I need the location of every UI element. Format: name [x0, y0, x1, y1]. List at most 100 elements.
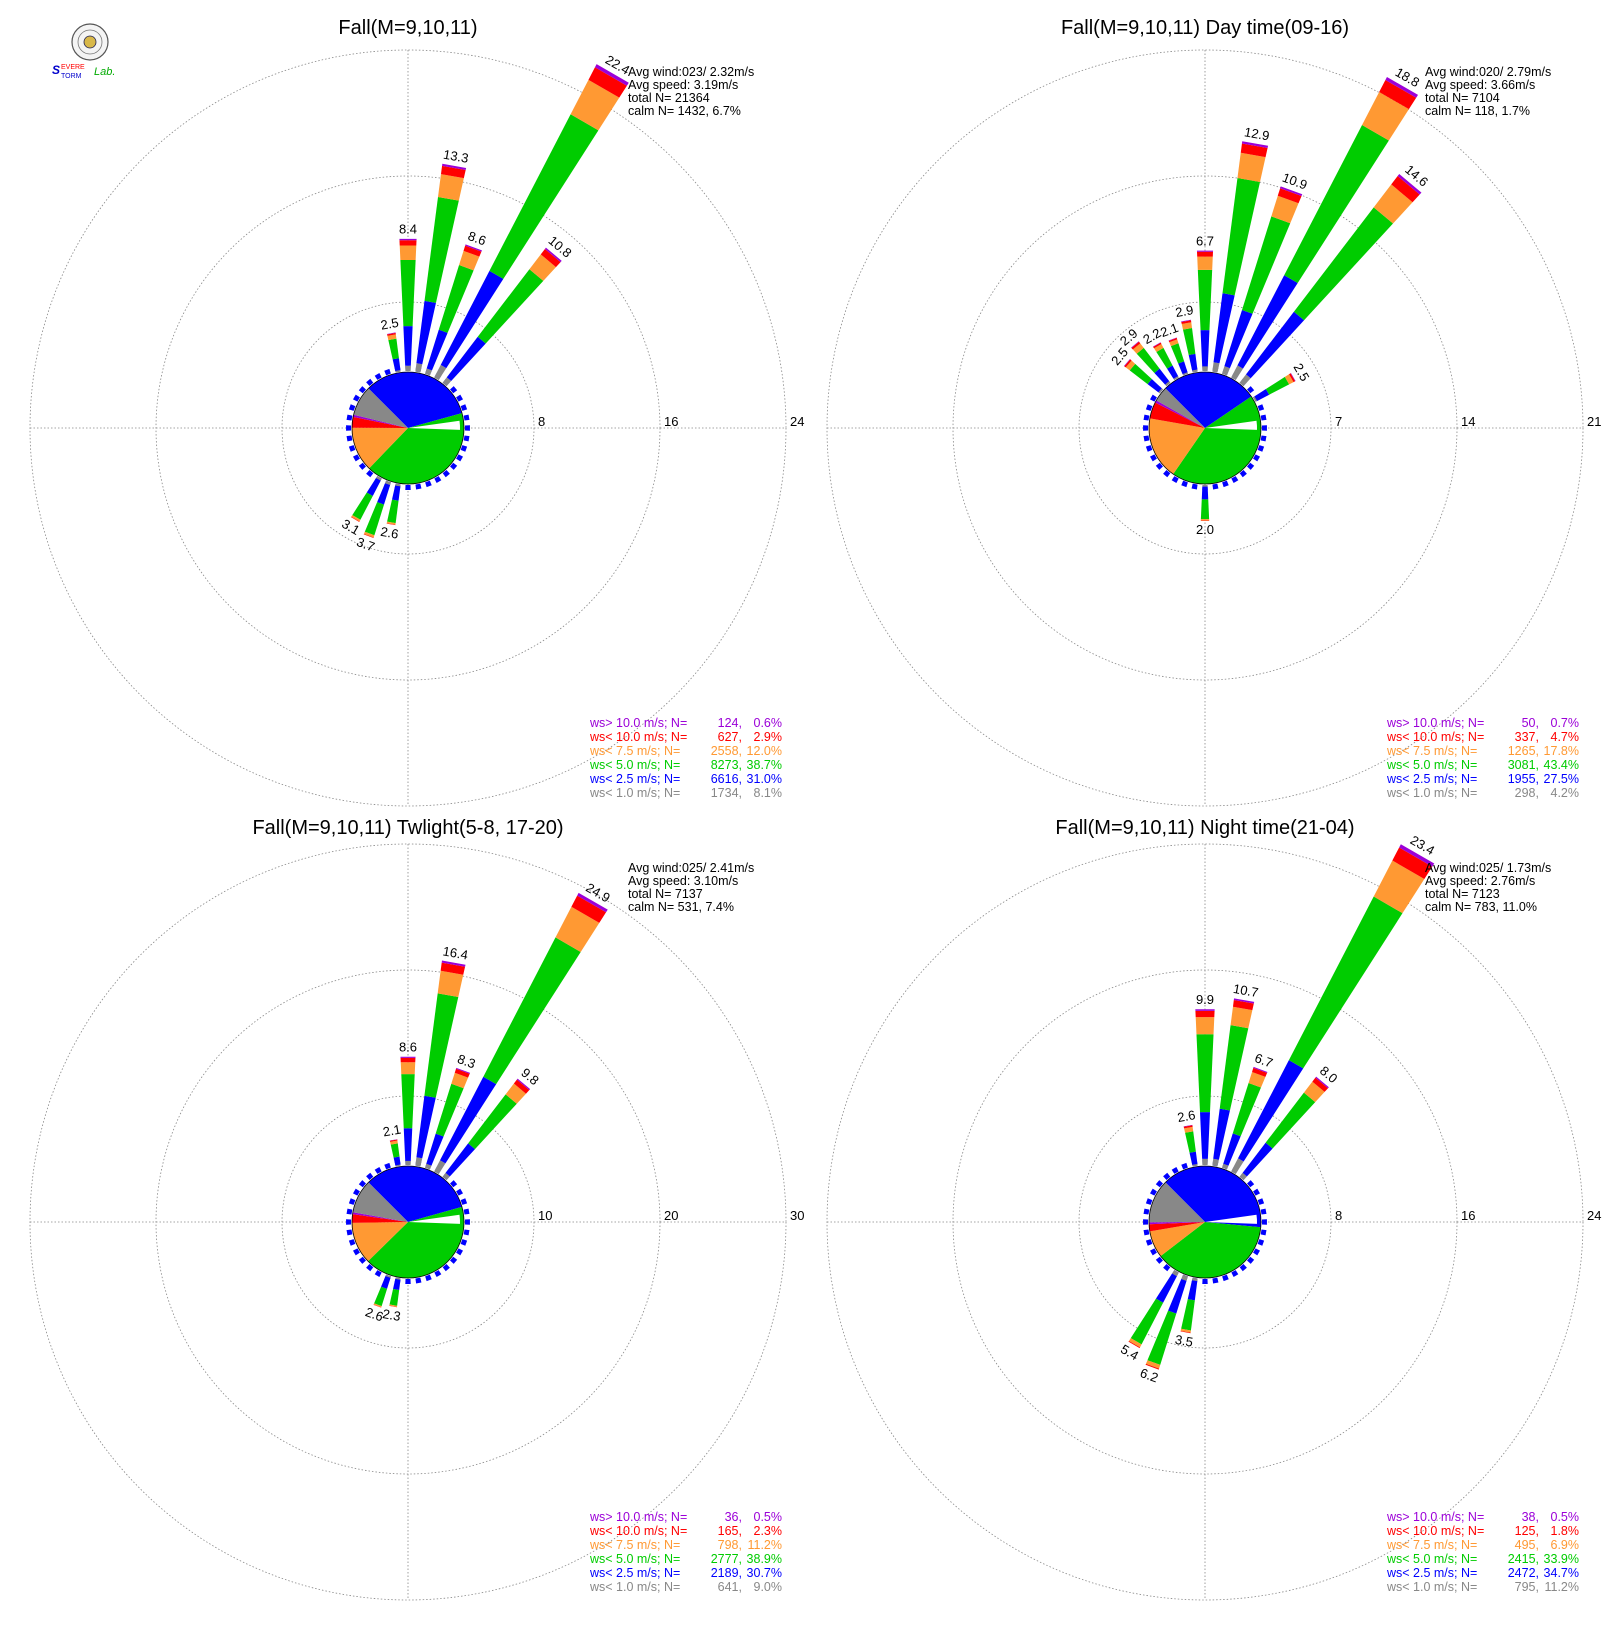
legend-pct: 11.2% [1544, 1580, 1579, 1594]
wind-bar-segment [394, 1157, 401, 1166]
bar-total-label: 8.6 [399, 1040, 417, 1055]
wind-bar-segment [434, 365, 446, 380]
info-line: Avg wind:020/ 2.79m/s [1425, 65, 1551, 79]
minor-bar [1222, 1275, 1229, 1281]
info-line: calm N= 118, 1.7% [1425, 104, 1530, 118]
minor-bar [461, 445, 467, 452]
wind-bar-segment [377, 483, 390, 504]
minor-bar [1222, 481, 1229, 487]
wind-bar-segment [1189, 354, 1198, 370]
wind-bar-segment [1195, 1009, 1214, 1011]
ring-label: 30 [790, 1208, 804, 1223]
wind-bar-segment [403, 326, 412, 366]
wind-bar-segment [1237, 153, 1265, 182]
minor-bar [1181, 1163, 1188, 1169]
minor-bar [1258, 404, 1264, 411]
minor-bar [461, 1239, 467, 1246]
minor-bar [1258, 1198, 1264, 1205]
legend-count: 2777, [711, 1552, 742, 1566]
wind-bar-segment [415, 1157, 422, 1166]
legend-count: 36, [725, 1510, 742, 1524]
legend-count: 38, [1522, 1510, 1539, 1524]
bar-total-label: 10.7 [1232, 981, 1260, 1000]
bar-total-label: 2.6 [363, 1304, 385, 1324]
legend-label: ws< 1.0 m/s; N= [1386, 786, 1477, 800]
wind-bar-segment [1231, 365, 1243, 380]
minor-bar [461, 1198, 467, 1205]
legend-pct: 2.3% [754, 1524, 783, 1538]
legend-pct: 30.7% [747, 1566, 782, 1580]
wind-bar-segment [400, 246, 417, 261]
ring-label: 7 [1335, 414, 1342, 429]
legend-label: ws< 5.0 m/s; N= [1386, 1552, 1477, 1566]
info-line: total N= 21364 [628, 91, 710, 105]
ring-label: 14 [1461, 414, 1475, 429]
info-line: calm N= 531, 7.4% [628, 900, 734, 914]
minor-bar [1262, 425, 1267, 430]
ring-label: 24 [790, 414, 804, 429]
legend-pct: 8.1% [754, 786, 783, 800]
minor-bar [1144, 1209, 1150, 1215]
minor-bar [1192, 484, 1198, 490]
wind-bar-segment [399, 240, 416, 245]
wind-bar-segment [392, 486, 400, 501]
wind-bar-segment [1289, 897, 1403, 1069]
wind-bar-segment [391, 1143, 400, 1157]
legend-pct: 31.0% [747, 772, 782, 786]
wind-bar-segment [1156, 348, 1172, 369]
svg-text:S: S [52, 63, 60, 77]
panel-title: Fall(M=9,10,11) [338, 17, 477, 39]
wind-bar-segment [415, 363, 422, 372]
legend-count: 1734, [711, 786, 742, 800]
wind-bar-segment [1130, 364, 1152, 384]
minor-bar [465, 425, 470, 430]
info-line: Avg speed: 2.76m/s [1425, 874, 1535, 888]
minor-bar [1212, 1278, 1218, 1284]
legend-label: ws> 10.0 m/s; N= [589, 716, 687, 730]
info-line: Avg wind:025/ 1.73m/s [1425, 861, 1551, 875]
wind-bar-segment [393, 1279, 400, 1290]
legend-label: ws< 10.0 m/s; N= [589, 1524, 687, 1538]
wind-bar-segment [1201, 330, 1210, 366]
legend-pct: 9.0% [754, 1580, 783, 1594]
legend-count: 125, [1515, 1524, 1539, 1538]
minor-bar [1261, 415, 1267, 421]
bar-total-label: 2.1 [382, 1121, 402, 1139]
minor-bar [349, 404, 355, 411]
ring-label: 21 [1587, 414, 1601, 429]
wind-bar-segment [1183, 328, 1195, 355]
legend-label: ws< 7.5 m/s; N= [589, 744, 680, 758]
legend-count: 298, [1515, 786, 1539, 800]
wind-bar-segment [405, 1161, 411, 1165]
legend-count: 641, [718, 1580, 742, 1594]
legend-count: 798, [718, 1538, 742, 1552]
minor-bar [1144, 415, 1150, 421]
legend-pct: 2.9% [754, 730, 783, 744]
bar-total-label: 6.7 [1196, 233, 1214, 248]
wind-bar-segment [374, 1287, 387, 1306]
legend-count: 337, [1515, 730, 1539, 744]
legend-pct: 11.2% [747, 1538, 782, 1552]
bar-total-label: 12.9 [1243, 124, 1271, 143]
legend-count: 50, [1522, 716, 1539, 730]
minor-bar [349, 1198, 355, 1205]
legend-label: ws< 2.5 m/s; N= [589, 1566, 680, 1580]
wind-bar-segment [401, 1062, 416, 1074]
legend-pct: 38.9% [747, 1552, 782, 1566]
minor-bar [415, 1278, 421, 1284]
panel-title: Fall(M=9,10,11) Night time(21-04) [1055, 817, 1354, 839]
legend-pct: 27.5% [1544, 772, 1579, 786]
wind-bar-segment [405, 366, 411, 371]
svg-text:Lab.: Lab. [94, 66, 115, 78]
legend-pct: 6.9% [1551, 1538, 1580, 1552]
minor-bar [1146, 1198, 1152, 1205]
wind-bar-segment [1185, 1131, 1196, 1152]
minor-bar [1144, 435, 1150, 441]
minor-bar [405, 1279, 410, 1284]
ring-label: 16 [1461, 1208, 1475, 1223]
ring-label: 8 [1335, 1208, 1342, 1223]
legend-count: 165, [718, 1524, 742, 1538]
